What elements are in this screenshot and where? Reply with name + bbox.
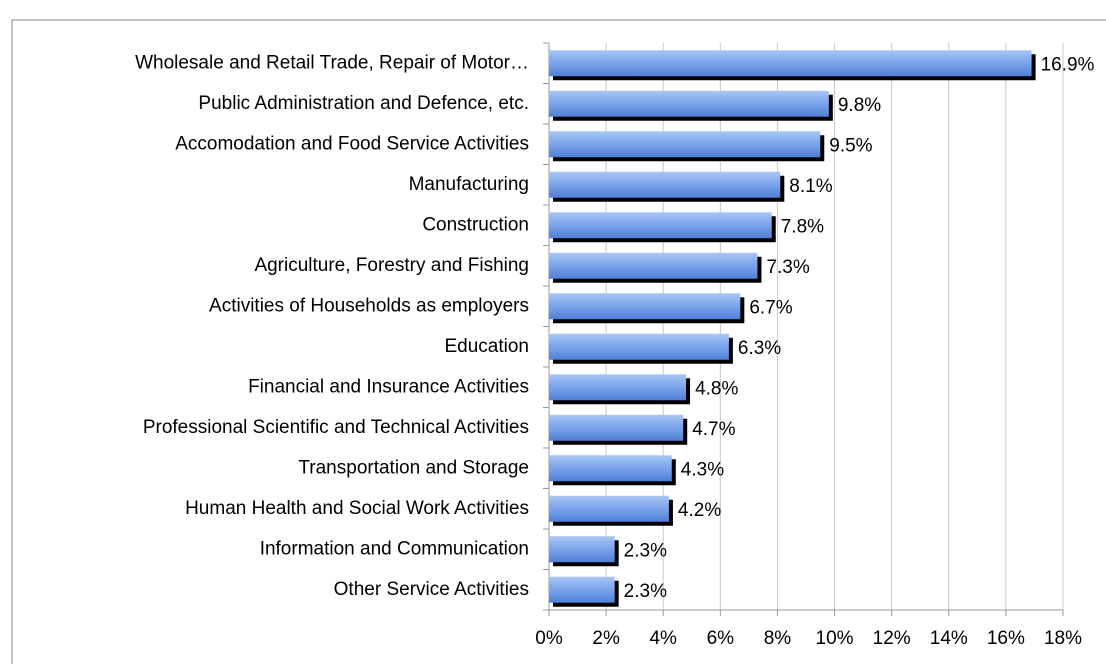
bar: [549, 414, 684, 441]
y-tick-label: Manufacturing: [409, 174, 529, 195]
y-tick-label: Other Service Activities: [334, 579, 529, 600]
y-tick-label: Human Health and Social Work Activities: [185, 498, 529, 519]
bar: [549, 212, 772, 239]
bar: [549, 333, 729, 360]
value-label: 4.8%: [695, 378, 738, 399]
value-label: 4.2%: [678, 500, 721, 521]
bar: [549, 576, 615, 603]
y-tick-label: Professional Scientific and Technical Ac…: [143, 417, 529, 438]
x-tick-label: 8%: [764, 628, 792, 649]
y-tick-label: Activities of Households as employers: [209, 295, 529, 316]
value-label: 8.1%: [789, 176, 832, 197]
x-tick-label: 6%: [707, 628, 735, 649]
x-tick-label: 16%: [987, 628, 1025, 649]
y-tick-label: Public Administration and Defence, etc.: [198, 93, 529, 114]
value-label: 16.9%: [1041, 54, 1095, 75]
value-label: 9.5%: [829, 135, 872, 156]
y-tick-label: Wholesale and Retail Trade, Repair of Mo…: [135, 52, 529, 73]
value-label: 4.3%: [681, 459, 724, 480]
bar: [549, 90, 829, 117]
bar: [549, 374, 687, 401]
y-tick-label: Financial and Insurance Activities: [248, 376, 529, 397]
y-tick-label: Accomodation and Food Service Activities: [175, 133, 529, 154]
bar: [549, 455, 672, 482]
bar: [549, 171, 781, 198]
value-label: 7.3%: [766, 257, 809, 278]
x-tick-label: 14%: [930, 628, 968, 649]
value-label: 7.8%: [781, 216, 824, 237]
x-tick-label: 12%: [873, 628, 911, 649]
x-tick-label: 10%: [816, 628, 854, 649]
value-label: 4.7%: [692, 419, 735, 440]
y-tick-label: Information and Communication: [260, 538, 529, 559]
x-tick-label: 4%: [649, 628, 677, 649]
bar: [549, 536, 615, 563]
value-label: 6.7%: [749, 297, 792, 318]
y-tick-label: Transportation and Storage: [298, 457, 529, 478]
bar: [549, 495, 669, 522]
y-tick-label: Agriculture, Forestry and Fishing: [254, 255, 529, 276]
bar: [549, 252, 758, 279]
x-tick-label: 18%: [1044, 628, 1082, 649]
bar: [549, 293, 741, 320]
value-label: 2.3%: [624, 581, 667, 602]
y-tick-label: Construction: [422, 214, 529, 235]
x-tick-label: 0%: [535, 628, 563, 649]
bar: [549, 50, 1032, 77]
value-label: 9.8%: [838, 95, 881, 116]
value-label: 2.3%: [624, 540, 667, 561]
chart-border: [11, 19, 1106, 664]
value-label: 6.3%: [738, 338, 781, 359]
x-tick-label: 2%: [592, 628, 620, 649]
y-tick-label: Education: [444, 336, 529, 357]
bar: [549, 131, 821, 158]
